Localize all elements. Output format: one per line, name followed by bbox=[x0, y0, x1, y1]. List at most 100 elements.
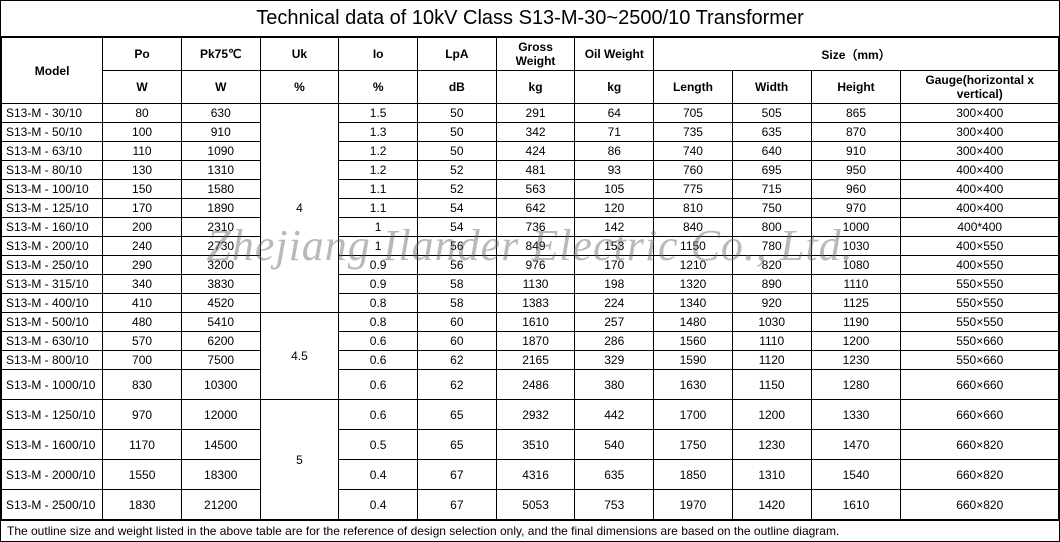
cell-gross: 849 bbox=[496, 237, 575, 256]
cell-pk: 3200 bbox=[181, 256, 260, 275]
cell-length: 1590 bbox=[654, 351, 733, 370]
cell-io: 0.4 bbox=[339, 490, 418, 520]
cell-model: S13-M - 630/10 bbox=[2, 332, 103, 351]
cell-io: 1 bbox=[339, 237, 418, 256]
cell-oil: 540 bbox=[575, 430, 654, 460]
cell-gross: 342 bbox=[496, 123, 575, 142]
cell-lpa: 50 bbox=[418, 123, 497, 142]
cell-gross: 736 bbox=[496, 218, 575, 237]
hdr-lpa: LpA bbox=[418, 38, 497, 71]
cell-height: 970 bbox=[811, 199, 901, 218]
cell-pk: 12000 bbox=[181, 400, 260, 430]
cell-oil: 93 bbox=[575, 161, 654, 180]
cell-height: 1280 bbox=[811, 370, 901, 400]
cell-io: 0.6 bbox=[339, 370, 418, 400]
cell-pk: 7500 bbox=[181, 351, 260, 370]
table-row: S13-M - 200/1024027301568491531150780103… bbox=[2, 237, 1059, 256]
cell-oil: 224 bbox=[575, 294, 654, 313]
table-row: S13-M - 50/101009101.3503427173563587030… bbox=[2, 123, 1059, 142]
cell-gauge: 550×550 bbox=[901, 275, 1059, 294]
table-row: S13-M - 1000/10830103000.662248638016301… bbox=[2, 370, 1059, 400]
cell-width: 1200 bbox=[732, 400, 811, 430]
table-title: Technical data of 10kV Class S13-M-30~25… bbox=[1, 1, 1059, 37]
cell-width: 1120 bbox=[732, 351, 811, 370]
cell-uk: 4 bbox=[260, 104, 339, 313]
cell-gauge: 400×400 bbox=[901, 161, 1059, 180]
table-row: S13-M - 2500/101830212000.46750537531970… bbox=[2, 490, 1059, 520]
table-row: S13-M - 500/1048054104.50.86016102571480… bbox=[2, 313, 1059, 332]
cell-lpa: 54 bbox=[418, 218, 497, 237]
cell-length: 705 bbox=[654, 104, 733, 123]
cell-gauge: 660×660 bbox=[901, 400, 1059, 430]
cell-length: 1340 bbox=[654, 294, 733, 313]
cell-gauge: 550×660 bbox=[901, 332, 1059, 351]
cell-height: 1330 bbox=[811, 400, 901, 430]
cell-pk: 3830 bbox=[181, 275, 260, 294]
hdr-size: Size（mm） bbox=[654, 38, 1059, 71]
cell-length: 1700 bbox=[654, 400, 733, 430]
table-row: S13-M - 125/1017018901.15464212081075097… bbox=[2, 199, 1059, 218]
cell-height: 1000 bbox=[811, 218, 901, 237]
cell-width: 635 bbox=[732, 123, 811, 142]
cell-lpa: 60 bbox=[418, 332, 497, 351]
cell-io: 1.3 bbox=[339, 123, 418, 142]
hdr-gross-unit: kg bbox=[496, 71, 575, 104]
cell-lpa: 60 bbox=[418, 313, 497, 332]
cell-length: 775 bbox=[654, 180, 733, 199]
cell-length: 1630 bbox=[654, 370, 733, 400]
cell-length: 1750 bbox=[654, 430, 733, 460]
cell-gross: 976 bbox=[496, 256, 575, 275]
cell-gross: 1610 bbox=[496, 313, 575, 332]
cell-oil: 142 bbox=[575, 218, 654, 237]
cell-lpa: 58 bbox=[418, 275, 497, 294]
cell-po: 240 bbox=[103, 237, 182, 256]
cell-po: 100 bbox=[103, 123, 182, 142]
cell-lpa: 56 bbox=[418, 256, 497, 275]
cell-width: 920 bbox=[732, 294, 811, 313]
hdr-lpa-unit: dB bbox=[418, 71, 497, 104]
cell-model: S13-M - 80/10 bbox=[2, 161, 103, 180]
cell-po: 200 bbox=[103, 218, 182, 237]
cell-po: 110 bbox=[103, 142, 182, 161]
cell-model: S13-M - 2000/10 bbox=[2, 460, 103, 490]
cell-gauge: 550×550 bbox=[901, 294, 1059, 313]
cell-oil: 105 bbox=[575, 180, 654, 199]
cell-model: S13-M - 800/10 bbox=[2, 351, 103, 370]
cell-height: 1110 bbox=[811, 275, 901, 294]
cell-height: 865 bbox=[811, 104, 901, 123]
cell-lpa: 52 bbox=[418, 180, 497, 199]
cell-model: S13-M - 1600/10 bbox=[2, 430, 103, 460]
cell-oil: 442 bbox=[575, 400, 654, 430]
hdr-uk-unit: % bbox=[260, 71, 339, 104]
cell-po: 480 bbox=[103, 313, 182, 332]
cell-gauge: 400×550 bbox=[901, 237, 1059, 256]
cell-model: S13-M - 30/10 bbox=[2, 104, 103, 123]
cell-io: 1.1 bbox=[339, 180, 418, 199]
cell-pk: 18300 bbox=[181, 460, 260, 490]
cell-gauge: 550×550 bbox=[901, 313, 1059, 332]
cell-pk: 5410 bbox=[181, 313, 260, 332]
hdr-po-unit: W bbox=[103, 71, 182, 104]
cell-height: 1470 bbox=[811, 430, 901, 460]
cell-model: S13-M - 100/10 bbox=[2, 180, 103, 199]
cell-po: 1550 bbox=[103, 460, 182, 490]
table-footnote: The outline size and weight listed in th… bbox=[1, 520, 1059, 541]
cell-pk: 21200 bbox=[181, 490, 260, 520]
hdr-height: Height bbox=[811, 71, 901, 104]
table-row: S13-M - 160/1020023101547361428408001000… bbox=[2, 218, 1059, 237]
cell-io: 1.1 bbox=[339, 199, 418, 218]
cell-gauge: 660×820 bbox=[901, 490, 1059, 520]
hdr-uk: Uk bbox=[260, 38, 339, 71]
cell-gauge: 400×400 bbox=[901, 180, 1059, 199]
cell-pk: 1580 bbox=[181, 180, 260, 199]
cell-length: 840 bbox=[654, 218, 733, 237]
table-body: S13-M - 30/108063041.5502916470550586530… bbox=[2, 104, 1059, 520]
cell-lpa: 67 bbox=[418, 460, 497, 490]
cell-oil: 170 bbox=[575, 256, 654, 275]
cell-gauge: 550×660 bbox=[901, 351, 1059, 370]
cell-gross: 3510 bbox=[496, 430, 575, 460]
cell-po: 1830 bbox=[103, 490, 182, 520]
cell-oil: 153 bbox=[575, 237, 654, 256]
cell-length: 1560 bbox=[654, 332, 733, 351]
cell-lpa: 65 bbox=[418, 430, 497, 460]
